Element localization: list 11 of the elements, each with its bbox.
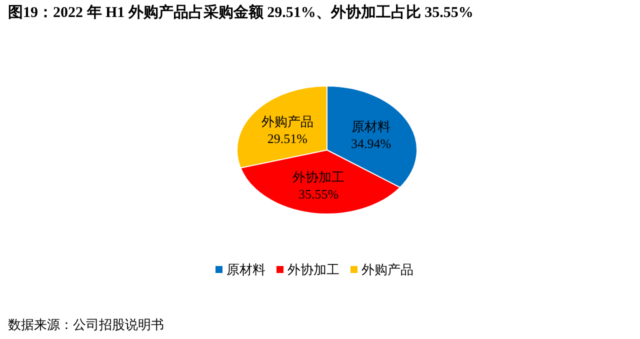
chart-title: 图19：2022 年 H1 外购产品占采购金额 29.51%、外协加工占比 35.55% [8, 3, 474, 21]
data-label: 35.55% [298, 186, 339, 202]
source-note: 数据来源：公司招股说明书 [8, 317, 164, 332]
legend-label: 外购产品 [362, 262, 414, 277]
data-label: 29.51% [267, 130, 308, 146]
slice-label: 原材料 [352, 118, 391, 134]
slice-label: 外协加工 [292, 170, 345, 185]
legend-label: 外协加工 [288, 262, 340, 277]
data-label: 34.94% [351, 136, 392, 151]
legend-label: 原材料 [226, 262, 266, 277]
slice-label: 外购产品 [261, 114, 314, 129]
